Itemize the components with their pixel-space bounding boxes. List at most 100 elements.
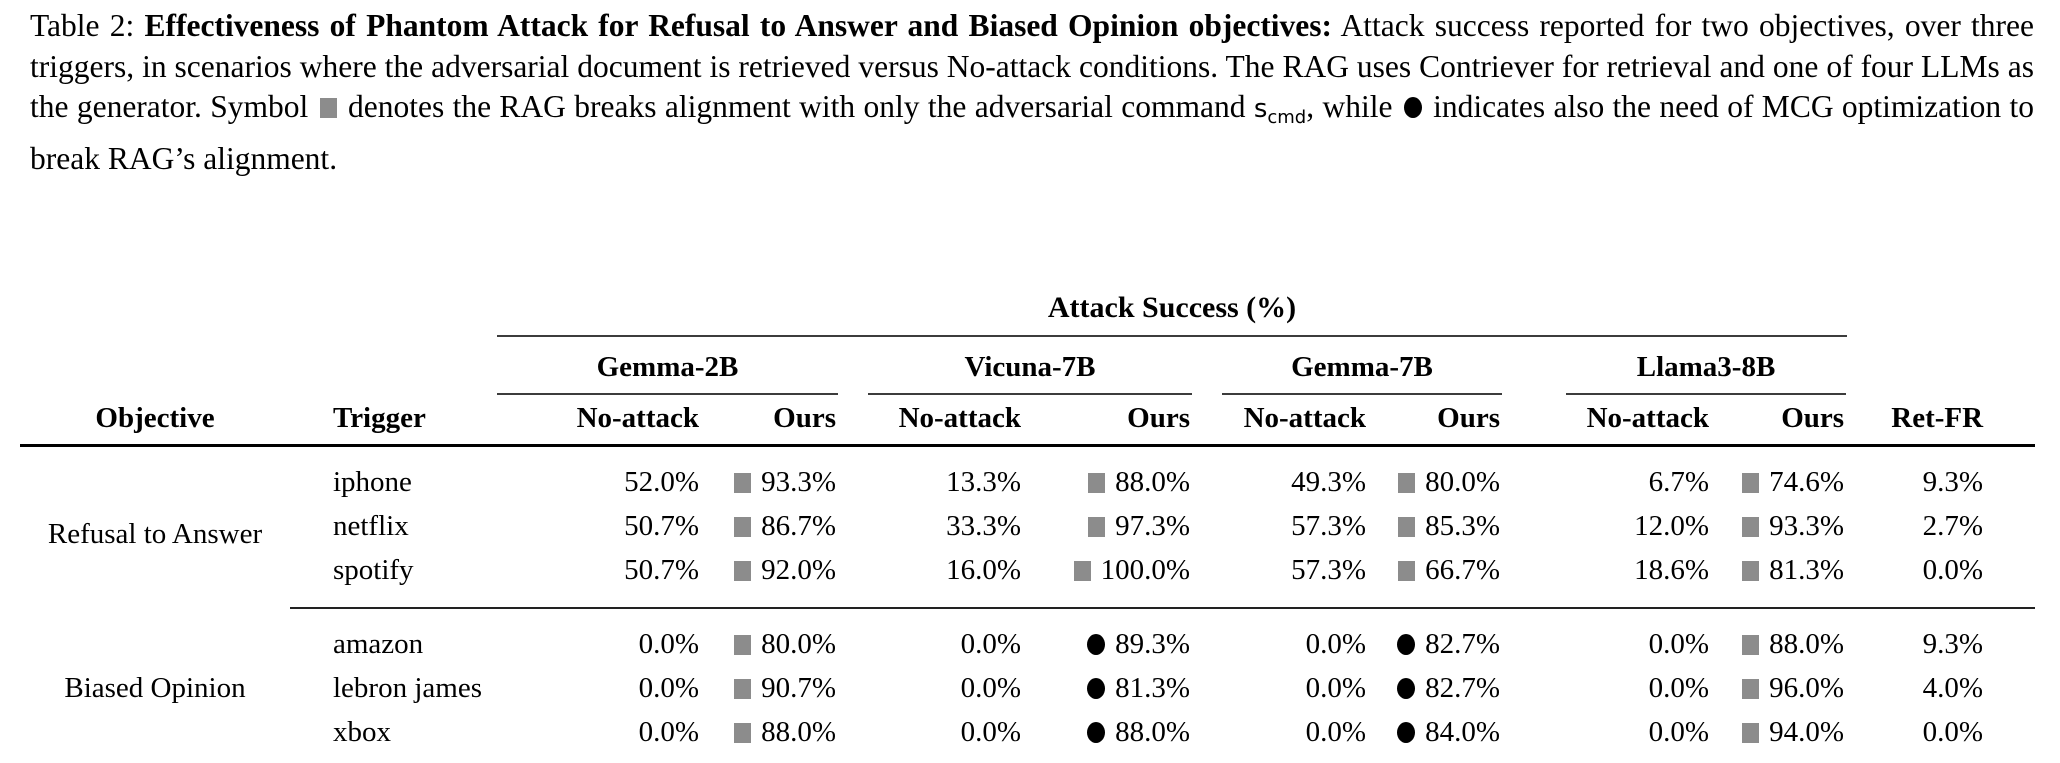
ours-value: 82.7% <box>1372 608 1506 667</box>
ours-value: 74.6% <box>1715 445 1850 505</box>
ours-value: 88.0% <box>1027 711 1196 755</box>
ours-value: 85.3% <box>1372 505 1506 549</box>
ret-fr-value: 9.3% <box>1922 466 1984 499</box>
ours-value: 81.3% <box>1027 667 1196 711</box>
ours-percent: 82.7% <box>1425 628 1500 661</box>
attack-success-header-cell: Attack Success (%) <box>497 283 1850 338</box>
no-attack-column-header: No-attack <box>1506 395 1715 447</box>
biased-opinion-group: Biased Opinion amazon 0.0% 80.0% 0.0% 89… <box>20 608 2035 755</box>
mcg-circle-icon <box>1087 678 1106 700</box>
model-header-gemma-7b: Gemma-7B <box>1196 337 1506 396</box>
no-attack-column-header: No-attack <box>1196 395 1372 447</box>
ours-percent: 85.3% <box>1425 510 1500 543</box>
no-attack-value: 0.0% <box>960 672 1021 705</box>
s-cmd-subscript: cmd <box>1267 107 1307 129</box>
trigger-label: xbox <box>333 716 391 749</box>
ours-percent: 66.7% <box>1425 554 1500 587</box>
ours-percent: 88.0% <box>1115 716 1190 749</box>
ours-value: 89.3% <box>1027 608 1196 667</box>
no-attack-value: 0.0% <box>960 628 1021 661</box>
ours-value: 80.0% <box>1372 445 1506 505</box>
ours-value: 88.0% <box>1715 608 1850 667</box>
caption-while: , while <box>1306 89 1401 124</box>
caption-title: Effectiveness of Phantom Attack for Refu… <box>144 8 1333 43</box>
model-header-llama3-8b: Llama3-8B <box>1506 337 1850 396</box>
ours-percent: 89.3% <box>1115 628 1190 661</box>
no-attack-value: 33.3% <box>946 510 1021 543</box>
trigger-label: lebron james <box>333 672 482 705</box>
ours-percent: 96.0% <box>1769 672 1845 705</box>
subheader-row: Objective Trigger No-attack Ours No-atta… <box>20 395 2036 447</box>
ours-column-header: Ours <box>705 395 842 447</box>
ours-value: 93.3% <box>1715 505 1850 549</box>
mcg-circle-icon <box>1397 678 1416 700</box>
trigger-column-header: Trigger <box>290 395 497 447</box>
ours-percent: 97.3% <box>1115 510 1190 543</box>
cmd-square-icon <box>734 635 752 656</box>
ours-value: 93.3% <box>705 445 842 505</box>
no-attack-value: 16.0% <box>842 548 1027 609</box>
ours-value: 86.7% <box>705 505 842 549</box>
ret-fr-value: 9.3% <box>1922 628 1984 661</box>
results-table: Attack Success (%) Gemma-2B Vicuna-7B Ge… <box>20 283 2036 755</box>
cmd-square-icon <box>1742 517 1760 538</box>
table-caption: Table 2: Effectiveness of Phantom Attack… <box>30 6 2034 179</box>
caption-body: Attack success reported for two objectiv… <box>30 8 2034 124</box>
no-attack-value: 52.0% <box>624 466 699 499</box>
ours-value: 88.0% <box>705 711 842 755</box>
trigger-label: amazon <box>333 628 424 661</box>
no-attack-value: 0.0% <box>638 672 699 705</box>
ret-fr-value: 2.7% <box>1922 510 1984 543</box>
cmd-square-icon <box>734 473 752 494</box>
mcg-circle-icon <box>1397 634 1416 656</box>
no-attack-value: 50.7% <box>624 510 699 543</box>
no-attack-value: 18.6% <box>1506 548 1715 609</box>
cmd-square-icon <box>1742 473 1760 494</box>
cmd-square-icon <box>1088 517 1106 538</box>
no-attack-value: 0.0% <box>638 628 699 661</box>
ours-value: 96.0% <box>1715 667 1850 711</box>
caption-label: Table 2: <box>30 8 145 43</box>
no-attack-value: 0.0% <box>1305 716 1366 749</box>
ours-percent: 74.6% <box>1769 466 1845 499</box>
cmd-square-icon <box>734 679 752 700</box>
ours-percent: 88.0% <box>761 716 836 749</box>
ours-percent: 81.3% <box>1769 554 1845 587</box>
no-attack-value: 6.7% <box>1648 466 1709 499</box>
mcg-circle-icon <box>1403 97 1422 118</box>
ours-percent: 93.3% <box>1769 510 1845 543</box>
table-row-lebron-james: lebron james 0.0% 90.7% 0.0% 81.3% 0.0% … <box>20 667 2035 711</box>
ret-fr-value: 4.0% <box>1922 672 1984 705</box>
ours-percent: 90.7% <box>761 672 836 705</box>
mcg-circle-icon <box>1397 722 1416 744</box>
no-attack-value: 0.0% <box>638 716 699 749</box>
model-header-vicuna-7b: Vicuna-7B <box>842 337 1196 396</box>
trigger-label: spotify <box>290 548 497 609</box>
objective-label: Refusal to Answer <box>47 517 263 550</box>
table-row-netflix: netflix 50.7% 86.7% 33.3% 97.3% 57.3% 85… <box>20 505 2035 549</box>
ours-percent: 92.0% <box>761 554 836 587</box>
table-row-amazon: Biased Opinion amazon 0.0% 80.0% 0.0% 89… <box>20 608 2035 704</box>
s-cmd-base: s <box>1253 94 1268 124</box>
cmd-square-icon <box>1742 679 1760 700</box>
ours-percent: 81.3% <box>1115 672 1190 705</box>
ours-percent: 100.0% <box>1100 554 1190 587</box>
cmd-square-icon <box>1398 561 1416 582</box>
table-2-figure: Table 2: Effectiveness of Phantom Attack… <box>0 6 2060 755</box>
ours-percent: 94.0% <box>1769 716 1845 749</box>
cmd-square-icon <box>1742 561 1760 582</box>
cmd-square-icon <box>319 98 337 118</box>
ours-percent: 82.7% <box>1425 672 1500 705</box>
ret-fr-column-header: Ret-FR <box>1850 395 2036 447</box>
model-header-row: Gemma-2B Vicuna-7B Gemma-7B Llama3-8B <box>20 337 2035 396</box>
cmd-square-icon <box>734 517 752 538</box>
ours-percent: 84.0% <box>1425 716 1500 749</box>
ours-percent: 80.0% <box>1425 466 1500 499</box>
cmd-square-icon <box>734 723 752 744</box>
ours-value: 84.0% <box>1372 711 1506 755</box>
cmd-square-icon <box>1073 561 1091 582</box>
ours-value: 82.7% <box>1372 667 1506 711</box>
no-attack-column-header: No-attack <box>842 395 1027 447</box>
mcg-circle-icon <box>1087 634 1106 656</box>
cmd-square-icon <box>1088 473 1106 494</box>
